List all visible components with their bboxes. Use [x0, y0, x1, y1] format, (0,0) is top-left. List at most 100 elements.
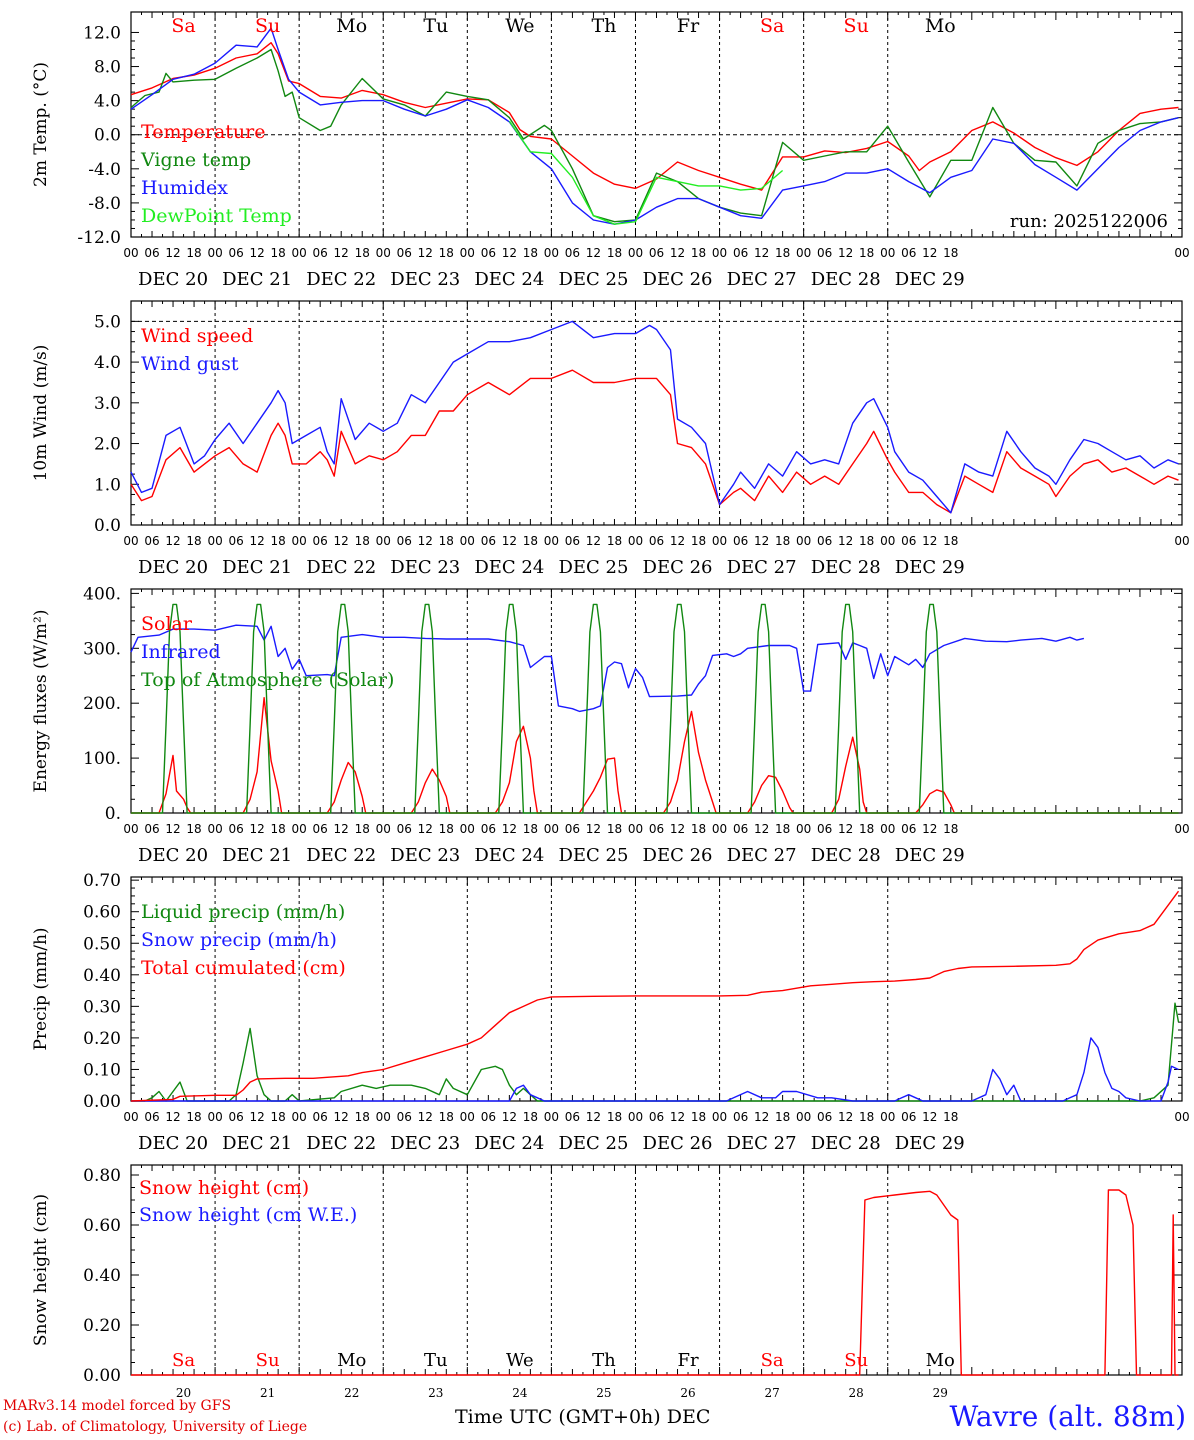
hour-tick-label: 06	[313, 822, 328, 836]
hour-tick-label: 06	[817, 1110, 832, 1124]
y-tick-label: -4.0	[88, 160, 121, 180]
hour-tick-label: 12	[249, 534, 264, 548]
hour-tick-label: 00	[376, 534, 391, 548]
series-line	[508, 120, 784, 225]
y-tick-label: 0.70	[83, 871, 121, 891]
series-line	[131, 1189, 1179, 1376]
hour-tick-label: 06	[397, 246, 412, 260]
date-label: DEC 24	[474, 1133, 544, 1154]
date-label: DEC 25	[558, 845, 628, 866]
date-label: DEC 20	[138, 1133, 208, 1154]
y-tick-label: 0.40	[83, 1266, 121, 1286]
hour-tick-label: 00	[544, 822, 559, 836]
hour-tick-label: 12	[922, 822, 937, 836]
date-label: DEC 20	[138, 269, 208, 290]
hour-tick-label: 12	[838, 822, 853, 836]
series-line	[130, 27, 1179, 225]
hour-tick-label: 12	[249, 1110, 264, 1124]
y-tick-label: 8.0	[94, 58, 121, 78]
hour-tick-label: 00	[460, 822, 475, 836]
hour-tick-label: 00	[628, 246, 643, 260]
y-tick-label: 0.10	[83, 1060, 121, 1080]
legend-entry: Snow height (cm W.E.)	[139, 1204, 357, 1226]
y-tick-label: 1.0	[94, 475, 121, 495]
weekday-label: Tu	[424, 1350, 448, 1371]
hour-tick-label: 06	[228, 246, 243, 260]
weekday-label: Su	[255, 15, 280, 37]
series-line	[131, 1037, 1179, 1102]
hour-tick-label: 18	[691, 246, 706, 260]
hour-tick-label: 12	[334, 822, 349, 836]
hour-tick-label: 00	[796, 1110, 811, 1124]
hour-tick-label: 12	[502, 246, 517, 260]
hour-tick-label: 06	[481, 534, 496, 548]
series-line	[131, 697, 1179, 814]
hour-tick-label: 18	[859, 534, 874, 548]
y-tick-label: 4.0	[94, 353, 121, 373]
hour-tick-label: 12	[165, 1110, 180, 1124]
hour-tick-label: 00	[123, 1110, 138, 1124]
y-tick-label: 0.00	[83, 1092, 121, 1112]
weekday-label: We	[505, 15, 534, 37]
hour-tick-label: 18	[943, 534, 958, 548]
plot-frame	[130, 300, 1183, 526]
legend-entry: Solar	[141, 613, 193, 635]
hour-tick-label: 12	[670, 246, 685, 260]
hour-tick-label: 18	[523, 1110, 538, 1124]
hour-tick-label: 18	[523, 534, 538, 548]
date-label: DEC 23	[390, 557, 460, 578]
y-tick-label: 3.0	[94, 394, 121, 414]
legend-entry: Top of Atmosphere (Solar)	[141, 669, 394, 691]
hour-tick-label: 18	[943, 1110, 958, 1124]
date-label: DEC 27	[727, 1133, 797, 1154]
y-tick-label: 5.0	[94, 312, 121, 332]
y-tick-label: 0.0	[94, 126, 121, 146]
y-tick-label: 2.0	[94, 435, 121, 455]
hour-tick-label: 18	[270, 534, 285, 548]
station-name: Wavre (alt. 88m)	[949, 1400, 1186, 1433]
y-tick-label: -12.0	[77, 228, 121, 248]
y-tick-label: 0.00	[83, 1366, 121, 1386]
date-label: DEC 21	[222, 845, 292, 866]
hour-tick-label: 00	[376, 1110, 391, 1124]
hour-tick-label: 06	[228, 1110, 243, 1124]
date-label: DEC 23	[390, 845, 460, 866]
hour-tick-label: 18	[943, 246, 958, 260]
date-label: DEC 28	[811, 845, 881, 866]
weekday-label: Sa	[760, 15, 784, 37]
hour-tick-label: 06	[817, 822, 832, 836]
hour-tick-label: 12	[418, 1110, 433, 1124]
hour-tick-label: 06	[649, 822, 664, 836]
hour-tick-label: 12	[586, 246, 601, 260]
hour-tick-label: 06	[649, 246, 664, 260]
plot-frame	[130, 588, 1183, 814]
y-tick-label: 400.	[83, 584, 121, 604]
date-label: DEC 28	[811, 1133, 881, 1154]
hour-tick-label: 06	[144, 534, 159, 548]
hour-tick-label: 18	[186, 1110, 201, 1124]
y-tick-label: 0.30	[83, 997, 121, 1017]
hour-tick-label: 00	[796, 534, 811, 548]
y-tick-label: 0.60	[83, 1216, 121, 1236]
date-label: DEC 27	[727, 845, 797, 866]
weekday-label: Th	[592, 1350, 616, 1371]
date-label: DEC 26	[643, 269, 713, 290]
hour-tick-label: 00	[880, 246, 895, 260]
date-label: DEC 28	[811, 557, 881, 578]
y-tick-label: 0.40	[83, 966, 121, 986]
y-tick-label: 0.80	[83, 1166, 121, 1186]
y-axis-label: 10m Wind (m/s)	[31, 345, 51, 482]
hour-tick-label: 00	[628, 1110, 643, 1124]
date-label: DEC 27	[727, 269, 797, 290]
hour-tick-label: 00	[880, 534, 895, 548]
day-number: 28	[849, 1386, 864, 1400]
hour-tick-label: 00	[1174, 1110, 1189, 1124]
date-label: DEC 26	[643, 845, 713, 866]
hour-tick-label: 12	[502, 822, 517, 836]
date-label: DEC 29	[895, 845, 965, 866]
hour-tick-label: 06	[144, 1110, 159, 1124]
hour-tick-label: 00	[1174, 534, 1189, 548]
hour-tick-label: 00	[123, 822, 138, 836]
day-number: 24	[512, 1386, 528, 1400]
